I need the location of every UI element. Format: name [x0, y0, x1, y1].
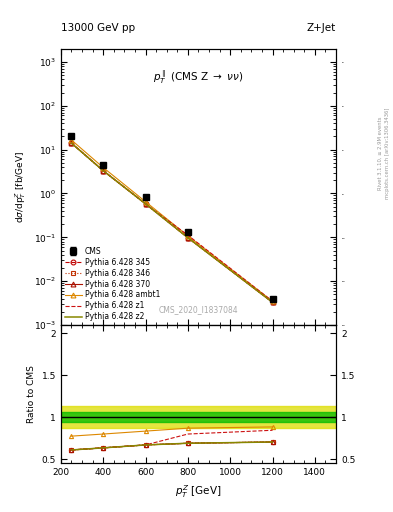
Pythia 6.428 346 — [101, 167, 106, 174]
Pythia 6.428 346 — [185, 234, 190, 241]
Text: Rivet 3.1.10, ≥ 2.9M events: Rivet 3.1.10, ≥ 2.9M events — [378, 117, 383, 190]
Pythia 6.428 z1 — [101, 167, 106, 174]
Pythia 6.428 z2 — [185, 234, 190, 241]
Pythia 6.428 ambt1 — [143, 199, 148, 205]
Line: Pythia 6.428 370: Pythia 6.428 370 — [69, 141, 275, 305]
Pythia 6.428 345 — [69, 140, 74, 146]
Pythia 6.428 346 — [143, 201, 148, 207]
Pythia 6.428 z2 — [143, 201, 148, 207]
Pythia 6.428 ambt1 — [185, 233, 190, 239]
Pythia 6.428 345 — [270, 300, 275, 306]
Pythia 6.428 370 — [101, 167, 106, 174]
Line: Pythia 6.428 z2: Pythia 6.428 z2 — [72, 143, 272, 303]
Pythia 6.428 z1 — [270, 298, 275, 304]
Line: Pythia 6.428 z1: Pythia 6.428 z1 — [72, 143, 272, 301]
Text: mcplots.cern.ch [arXiv:1306.3436]: mcplots.cern.ch [arXiv:1306.3436] — [385, 108, 389, 199]
Text: $p_T^{\parallel}$ (CMS Z $\rightarrow$ $\nu\nu$): $p_T^{\parallel}$ (CMS Z $\rightarrow$ $… — [153, 68, 244, 86]
Pythia 6.428 z2 — [69, 140, 74, 146]
Pythia 6.428 z1 — [185, 232, 190, 238]
Line: Pythia 6.428 ambt1: Pythia 6.428 ambt1 — [69, 138, 275, 304]
Pythia 6.428 ambt1 — [270, 298, 275, 304]
Pythia 6.428 345 — [185, 234, 190, 241]
Legend: CMS, Pythia 6.428 345, Pythia 6.428 346, Pythia 6.428 370, Pythia 6.428 ambt1, P: CMS, Pythia 6.428 345, Pythia 6.428 346,… — [63, 245, 162, 323]
Text: CMS_2020_I1837084: CMS_2020_I1837084 — [159, 305, 238, 314]
X-axis label: $p_T^Z$ [GeV]: $p_T^Z$ [GeV] — [175, 483, 222, 500]
Text: 13000 GeV pp: 13000 GeV pp — [61, 23, 135, 33]
Text: Z+Jet: Z+Jet — [307, 23, 336, 33]
Pythia 6.428 z2 — [101, 167, 106, 174]
Pythia 6.428 370 — [143, 201, 148, 207]
Pythia 6.428 z2 — [270, 300, 275, 306]
Pythia 6.428 345 — [143, 201, 148, 207]
Bar — [61, 412, 336, 422]
Bar — [61, 407, 336, 428]
Pythia 6.428 370 — [270, 300, 275, 306]
Pythia 6.428 370 — [185, 234, 190, 241]
Pythia 6.428 346 — [69, 140, 74, 146]
Y-axis label: d$\sigma$/dp$_T^Z$ [fb/GeV]: d$\sigma$/dp$_T^Z$ [fb/GeV] — [13, 151, 28, 223]
Line: Pythia 6.428 346: Pythia 6.428 346 — [69, 141, 275, 305]
Pythia 6.428 z1 — [69, 140, 74, 146]
Pythia 6.428 z1 — [143, 201, 148, 207]
Pythia 6.428 346 — [270, 300, 275, 306]
Pythia 6.428 345 — [101, 167, 106, 174]
Pythia 6.428 ambt1 — [101, 164, 106, 170]
Pythia 6.428 ambt1 — [69, 137, 74, 143]
Line: Pythia 6.428 345: Pythia 6.428 345 — [69, 141, 275, 305]
Pythia 6.428 370 — [69, 140, 74, 146]
Y-axis label: Ratio to CMS: Ratio to CMS — [27, 365, 36, 423]
